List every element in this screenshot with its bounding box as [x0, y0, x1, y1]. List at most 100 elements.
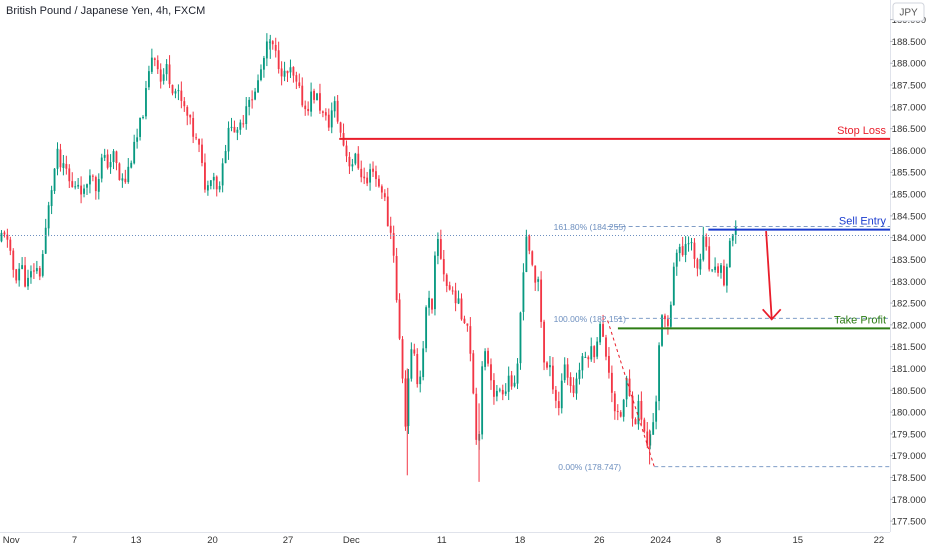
candle-body — [675, 252, 678, 267]
candle-body — [307, 108, 310, 112]
fib-trend-line — [607, 320, 655, 467]
price-tick-label: 180.500 — [892, 386, 926, 397]
candle-body — [345, 145, 348, 157]
candle-body — [180, 90, 183, 101]
time-axis[interactable]: Nov 7 13 20 27 Dec 11 18 26 2024 8 15 22 — [0, 532, 890, 547]
candle-body — [590, 346, 593, 360]
candle-body — [454, 290, 457, 304]
candle-body — [554, 389, 557, 401]
candle-body — [587, 357, 590, 360]
candle-body — [628, 378, 631, 396]
candle-body — [218, 185, 221, 190]
candle-body — [189, 114, 192, 118]
candle-body — [9, 239, 12, 251]
candle-body — [705, 236, 708, 247]
candle-body — [56, 148, 59, 169]
time-tick-label: 20 — [207, 535, 218, 546]
candle-body — [549, 365, 551, 368]
candle-body — [286, 70, 289, 74]
projection-arrow-shaft — [765, 231, 773, 319]
candle-body — [413, 349, 416, 354]
candle-body — [304, 105, 307, 110]
candle-body — [658, 345, 660, 402]
candle-body — [265, 41, 268, 59]
candle-body — [664, 315, 666, 320]
candle-body — [460, 298, 463, 320]
candle-body — [236, 129, 239, 133]
candle-body — [410, 349, 413, 379]
candle-body — [21, 265, 24, 269]
candle-body — [109, 162, 112, 168]
candle-body — [578, 369, 581, 379]
candle-body — [519, 312, 522, 364]
candle-body — [481, 366, 484, 435]
candle-body — [666, 319, 669, 326]
candle-body — [339, 122, 342, 133]
candle-body — [407, 378, 410, 427]
candle-body — [566, 364, 569, 378]
candle-body — [142, 116, 144, 118]
candle-body — [608, 355, 610, 373]
price-tick-label: 184.000 — [892, 233, 926, 244]
candle-body — [248, 99, 251, 107]
candle-body — [295, 75, 298, 82]
candle-body — [575, 378, 578, 394]
price-tick-label: 183.500 — [892, 255, 926, 266]
price-axis[interactable]: 189.000188.500188.000187.500187.000186.5… — [890, 0, 932, 550]
candle-body — [277, 50, 280, 70]
candle-body — [221, 163, 224, 186]
candle-body — [398, 299, 401, 339]
candle-body — [30, 271, 32, 278]
candle-body — [301, 85, 304, 106]
candle-body — [380, 186, 383, 193]
candle-body — [6, 234, 9, 240]
candle-body — [475, 393, 478, 440]
currency-button[interactable]: JPY — [892, 2, 925, 22]
candle-body — [262, 57, 265, 70]
time-tick-label: 2024 — [650, 535, 671, 546]
candle-body — [333, 101, 336, 112]
price-tick-label: 180.000 — [892, 408, 926, 419]
candle-body — [528, 235, 531, 251]
candle-body — [100, 157, 103, 179]
currency-label: JPY — [899, 8, 918, 19]
candle-body — [457, 298, 460, 304]
candle-body — [487, 350, 489, 364]
price-tick-label: 179.000 — [892, 451, 926, 462]
candle-body — [442, 259, 445, 275]
candle-body — [711, 269, 714, 271]
price-tick-label: 179.500 — [892, 429, 926, 440]
candle-body — [466, 323, 469, 326]
candle-body — [327, 114, 330, 128]
time-tick-label: Dec — [343, 535, 360, 546]
candle-body — [260, 69, 262, 81]
candle-body — [83, 188, 85, 194]
candle-body — [321, 111, 324, 113]
price-tick-label: 188.500 — [892, 37, 926, 48]
candle-body — [212, 176, 215, 181]
candle-body — [708, 246, 711, 270]
candle-body — [434, 255, 436, 310]
candle-body — [32, 270, 35, 272]
candle-body — [298, 82, 301, 87]
candle-body — [354, 153, 357, 164]
price-tick-label: 178.500 — [892, 473, 926, 484]
candle-body — [599, 323, 602, 343]
candle-body — [147, 71, 150, 88]
candle-body — [619, 412, 622, 417]
candle-body — [572, 385, 575, 394]
candle-body — [97, 179, 100, 192]
candle-body — [463, 318, 466, 324]
candle-body — [425, 307, 428, 349]
candle-body — [643, 419, 646, 432]
candle-body — [15, 269, 18, 281]
candle-body — [363, 176, 366, 179]
candle-body — [495, 390, 498, 397]
candle-body — [640, 400, 643, 420]
candle-body — [531, 251, 534, 265]
candle-body — [74, 186, 77, 188]
candle-body — [669, 304, 672, 327]
candle-body — [242, 123, 245, 125]
